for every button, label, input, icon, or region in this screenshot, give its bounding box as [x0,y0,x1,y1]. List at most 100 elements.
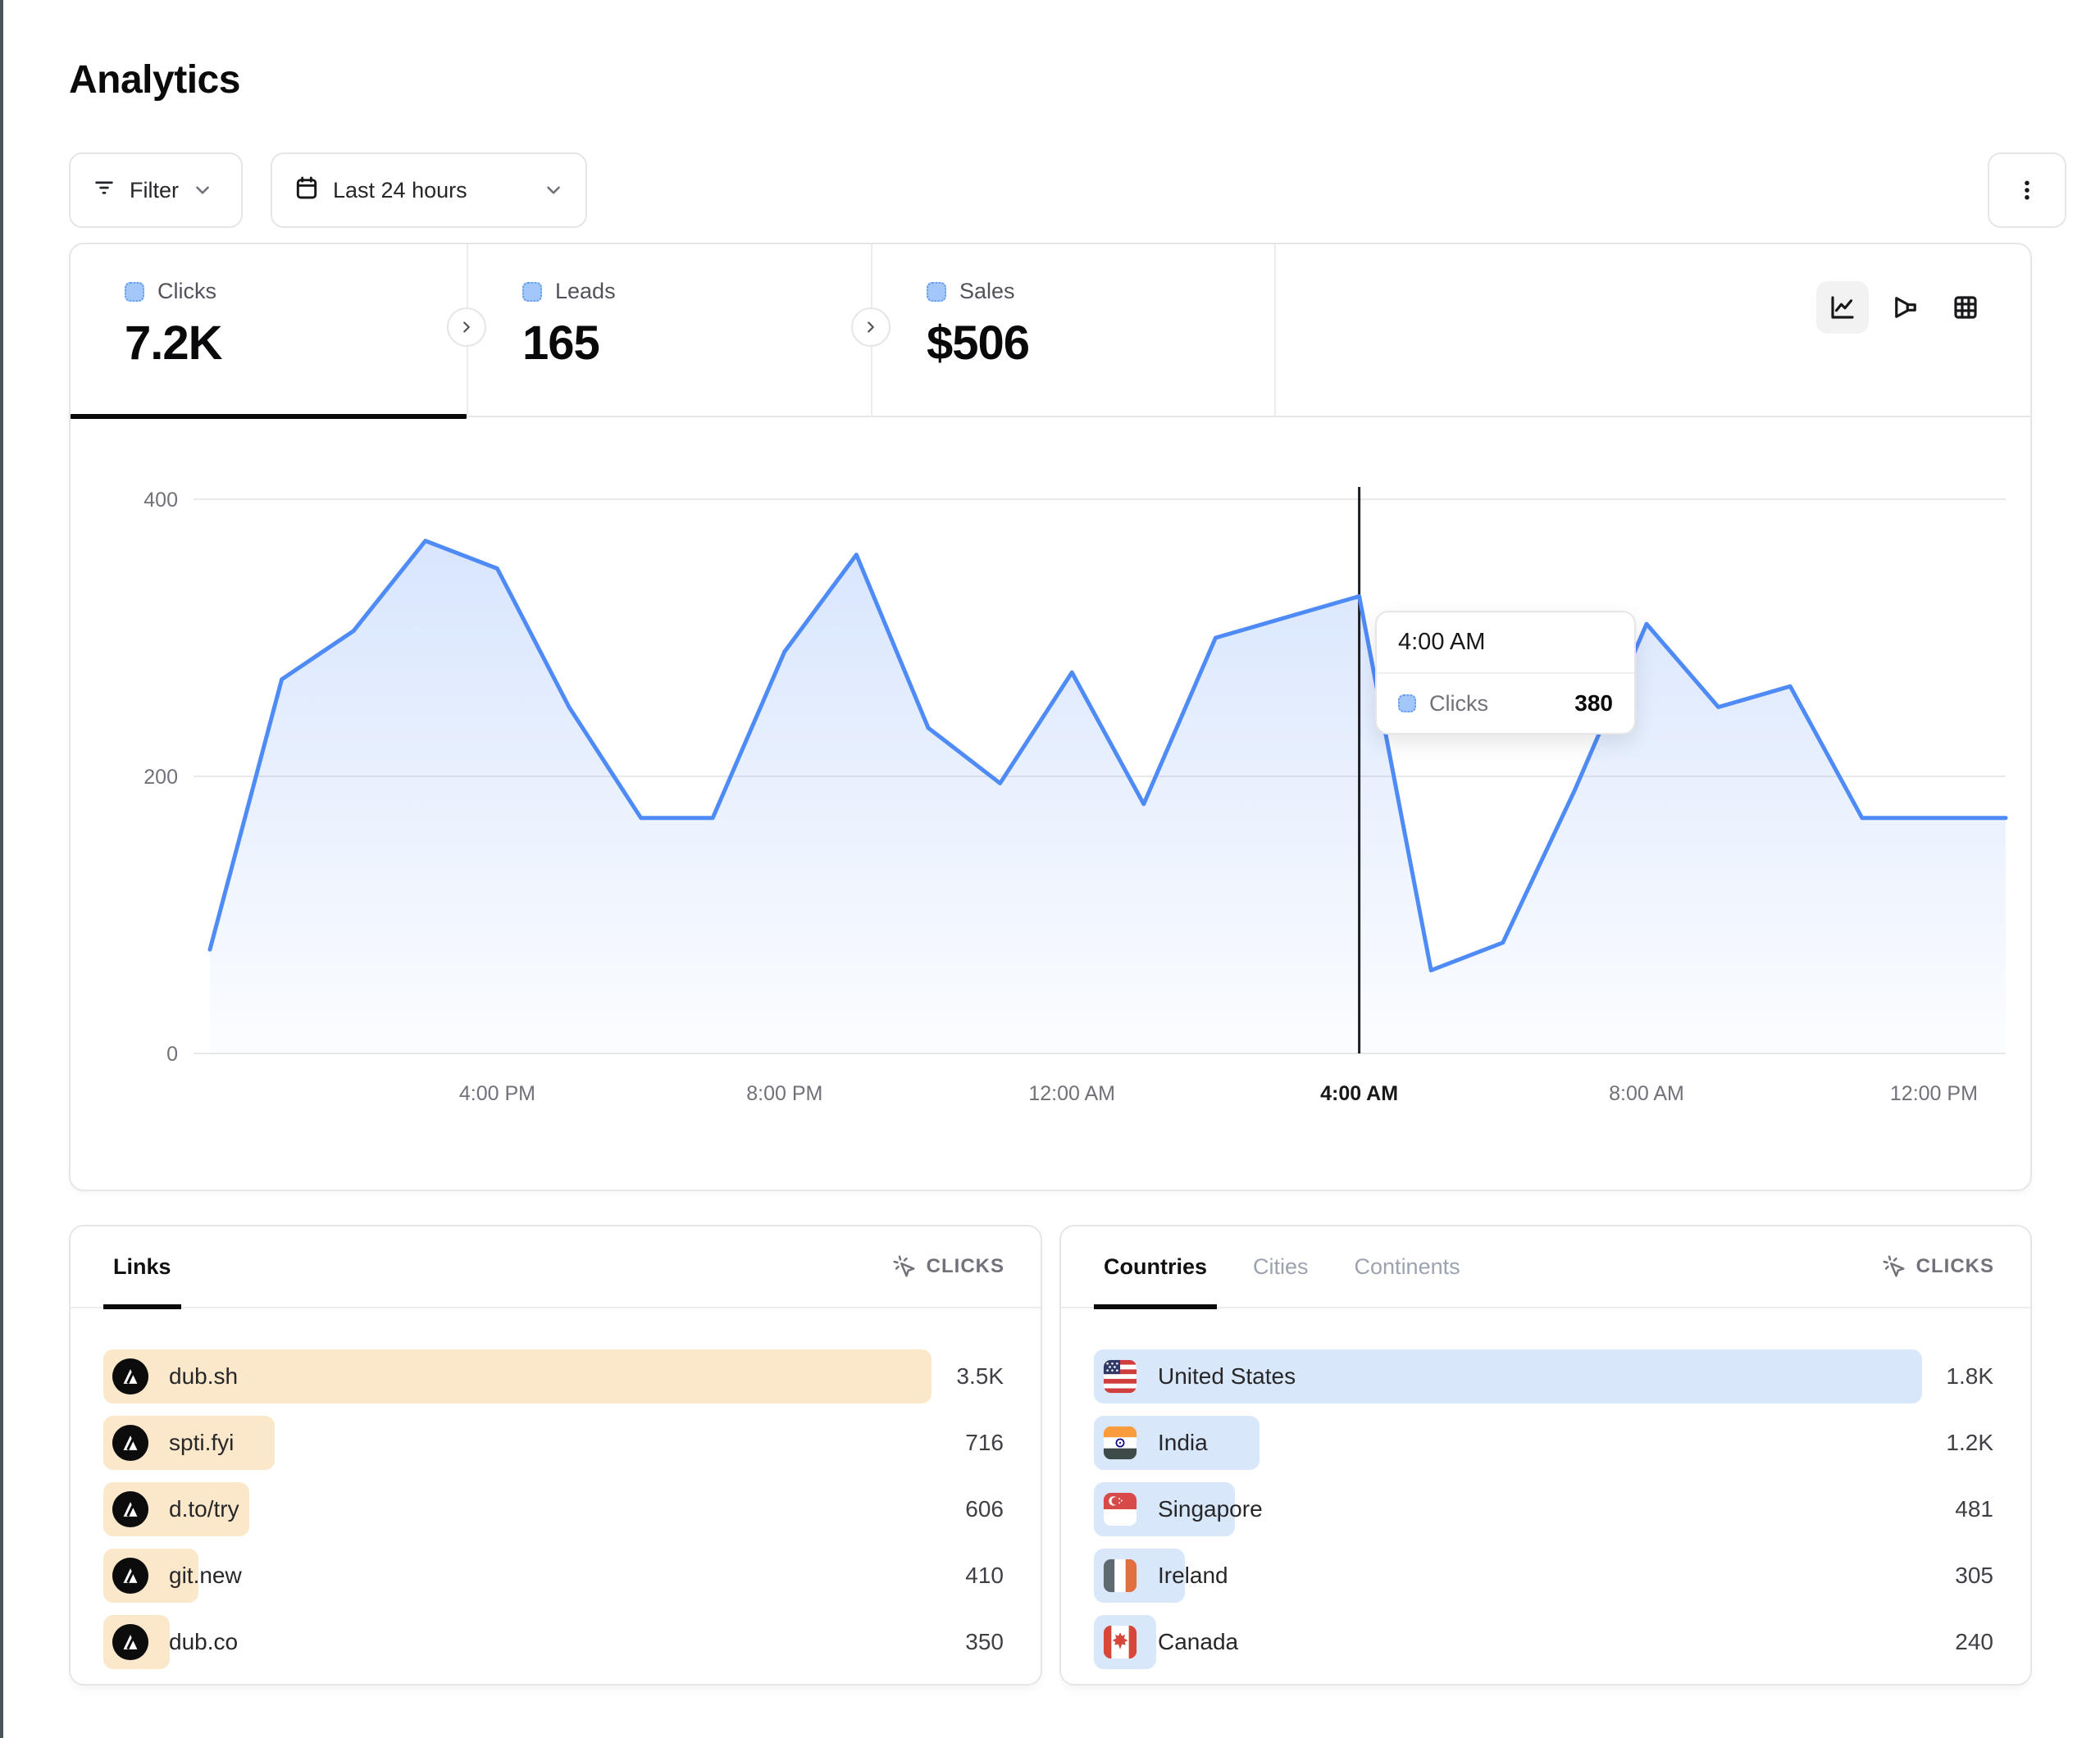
tab-clicks[interactable]: Clicks 7.2K [71,244,467,419]
item-name: Ireland [1158,1563,1228,1588]
tab-links[interactable]: Links [103,1226,180,1309]
list-item[interactable]: dub.co 350 [103,1615,1004,1669]
date-range-button[interactable]: Last 24 hours [271,152,587,228]
dub-logo-icon [112,1557,149,1595]
chevron-right-icon [463,321,470,333]
tooltip-time: 4:00 AM [1377,612,1634,674]
item-name: United States [1158,1363,1296,1389]
list-item[interactable]: Ireland 305 [1094,1549,1993,1603]
stat-value: 7.2K [125,316,223,370]
dub-logo-icon [112,1623,149,1661]
item-value: 240 [1955,1629,1993,1654]
list-item[interactable]: d.to/try 606 [103,1482,1004,1536]
tab-cities[interactable]: Cities [1253,1226,1309,1308]
tab-label: Countries [1104,1253,1208,1279]
tab-sales[interactable]: Sales $506 [871,244,1276,417]
list-item[interactable]: Canada 240 [1094,1615,1993,1669]
item-value: 481 [1955,1496,1993,1522]
chevron-down-icon [196,186,209,194]
item-name: dub.co [169,1629,239,1654]
list-item[interactable]: git.new 410 [103,1549,1004,1603]
item-name: dub.sh [169,1363,239,1389]
line-chart-icon [1831,296,1854,319]
item-value: 1.8K [1946,1363,1993,1389]
filter-button-label: Filter [130,177,179,202]
dub-logo-icon [112,1490,149,1528]
tab-label: Links [113,1253,171,1279]
value-bar [103,1349,932,1404]
item-value: 3.5K [956,1363,1004,1389]
page-title: Analytics [69,58,240,102]
chart-tooltip: 4:00 AM Clicks 380 [1375,611,1636,735]
item-name: India [1158,1430,1208,1455]
chevron-down-icon [547,186,560,194]
tab-continents[interactable]: Continents [1355,1226,1460,1308]
item-name: git.new [169,1563,242,1588]
countries-panel: Countries Cities Continents CLICKS Unite… [1059,1225,2032,1686]
item-value: 606 [965,1496,1004,1522]
view-table-button[interactable] [1939,281,1992,334]
item-value: 716 [965,1430,1004,1455]
stats-row: Clicks 7.2K Leads 165 Sales $506 [71,244,2030,419]
item-name: Singapore [1158,1496,1263,1522]
window-edge-strip [0,0,3,1738]
clicks-time-series-chart[interactable]: 0 200 400 4:00 PM 8:00 PM 12:00 AM 4:00 AM 8:00… [71,417,2034,1191]
list-item[interactable]: spti.fyi 716 [103,1416,1004,1470]
cursor-click-icon [1883,1255,1905,1277]
item-name: Canada [1158,1629,1239,1654]
svg-text:4:00 PM: 4:00 PM [459,1082,535,1105]
tab-label: Continents [1354,1253,1460,1279]
view-line-chart-button[interactable] [1816,281,1869,334]
item-value: 350 [965,1629,1004,1654]
stat-label: Leads [555,279,616,303]
tooltip-metric-value: 380 [1574,690,1613,716]
svg-text:4:00 AM: 4:00 AM [1320,1082,1398,1105]
calendar-icon [294,175,320,207]
active-tab-underline [71,414,467,419]
ie-flag-icon [1103,1558,1137,1593]
chevron-right-icon [868,321,874,333]
tab-countries[interactable]: Countries [1093,1226,1218,1309]
svg-text:8:00 PM: 8:00 PM [746,1082,822,1105]
in-flag-icon [1103,1426,1137,1460]
tooltip-metric-label: Clicks [1429,690,1488,716]
svg-text:12:00 AM: 12:00 AM [1028,1082,1115,1105]
table-grid-icon [1954,296,1977,319]
clicks-legend-chip [125,281,144,302]
metric-label: CLICKS [1916,1255,1994,1277]
dub-logo-icon [112,1358,149,1395]
list-item[interactable]: India 1.2K [1094,1416,1993,1470]
svg-text:400: 400 [143,489,178,512]
item-name: spti.fyi [169,1430,235,1455]
links-metric-selector[interactable]: CLICKS [892,1254,1004,1279]
stat-value: 165 [522,316,600,370]
links-panel: Links CLICKS dub.sh 3.5K spti.fyi 716 d.to/t… [69,1225,1042,1686]
leads-legend-chip [522,281,542,302]
svg-text:0: 0 [166,1043,178,1066]
expand-stats-button[interactable] [851,307,891,347]
tab-leads[interactable]: Leads 165 [467,244,871,417]
list-item[interactable]: United States 1.8K [1094,1349,1993,1404]
us-flag-icon [1103,1359,1137,1394]
analytics-card: Clicks 7.2K Leads 165 Sales $506 0 200 400… [69,243,2032,1191]
sg-flag-icon [1103,1492,1137,1526]
svg-text:200: 200 [143,766,178,789]
view-funnel-chart-button[interactable] [1879,281,1932,334]
expand-stats-button[interactable] [447,307,486,347]
item-value: 305 [1955,1563,1993,1588]
item-value: 410 [965,1563,1004,1588]
item-name: d.to/try [169,1496,239,1522]
svg-text:12:00 PM: 12:00 PM [1890,1082,1978,1105]
tab-label: Cities [1253,1253,1309,1279]
filter-button[interactable]: Filter [69,152,243,228]
stat-label: Sales [959,279,1015,303]
list-item[interactable]: dub.sh 3.5K [103,1349,1004,1404]
dub-logo-icon [112,1424,149,1462]
svg-text:8:00 AM: 8:00 AM [1609,1082,1684,1105]
countries-metric-selector[interactable]: CLICKS [1882,1254,1994,1279]
more-options-button[interactable] [1988,152,2066,228]
kebab-menu-icon [2025,180,2029,200]
list-item[interactable]: Singapore 481 [1094,1482,1993,1536]
date-range-label: Last 24 hours [333,177,467,202]
metric-label: CLICKS [926,1255,1004,1277]
